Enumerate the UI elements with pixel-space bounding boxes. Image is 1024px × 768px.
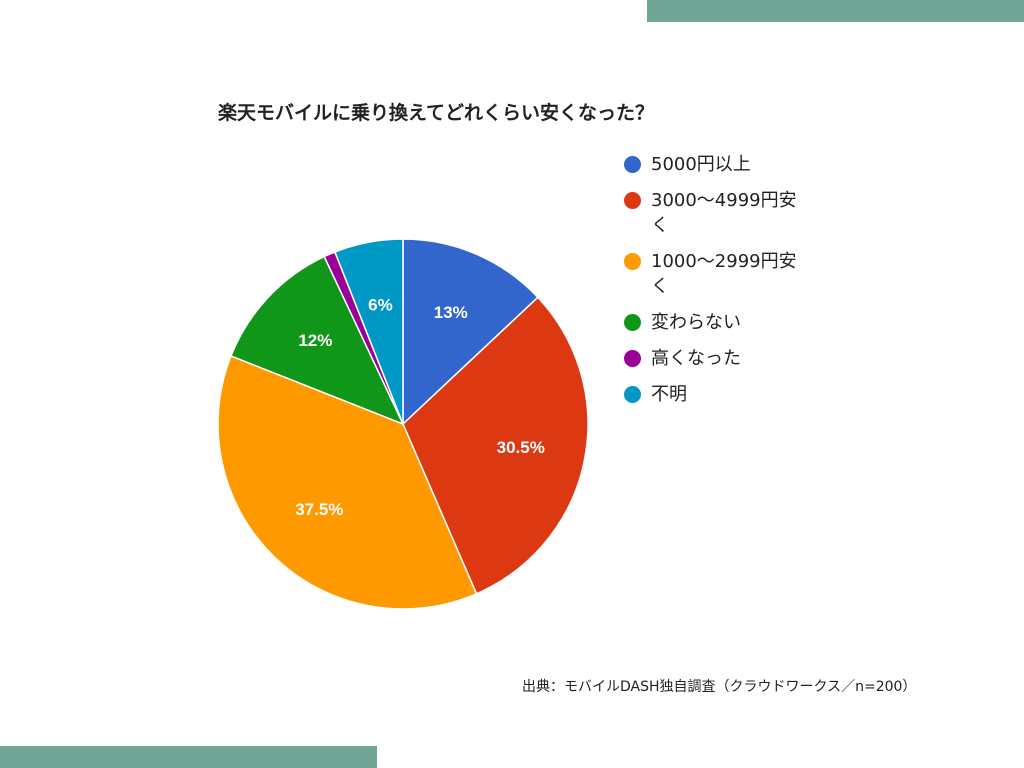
legend-item-5: 不明: [624, 382, 824, 407]
legend-item-3: 変わらない: [624, 310, 824, 335]
legend-swatch-icon: [624, 156, 641, 173]
pie-slice-5: [333, 238, 404, 425]
bottom-accent-bar: [0, 746, 377, 768]
source-note: 出典：モバイルDASH独自調査（クラウドワークス／n=200）: [522, 679, 917, 695]
chart-legend: 5000円以上 3000〜4999円安く 1000〜2999円安く変わらない高くなっ…: [624, 152, 824, 418]
slice-label-1: 30.5%: [497, 438, 545, 457]
pie-slice-0: [402, 238, 539, 426]
legend-swatch-icon: [624, 386, 641, 403]
pie-slice-1: [402, 296, 589, 595]
legend-label: 不明: [651, 384, 687, 405]
legend-label: 1000〜2999円安く: [651, 251, 797, 297]
slice-label-5: 6%: [368, 295, 393, 314]
legend-item-1: 3000〜4999円安く: [624, 188, 824, 238]
top-accent-bar: [647, 0, 1024, 22]
pie-slice-2: [217, 354, 478, 610]
legend-swatch-icon: [624, 253, 641, 270]
legend-swatch-icon: [624, 350, 641, 367]
legend-item-2: 1000〜2999円安く: [624, 249, 824, 299]
legend-label: 3000〜4999円安く: [651, 190, 797, 236]
slice-label-2: 37.5%: [295, 500, 343, 519]
chart-title: 楽天モバイルに乗り換えてどれくらい安くなった？: [218, 102, 655, 124]
slice-label-3: 12%: [298, 331, 332, 350]
legend-label: 高くなった: [651, 348, 741, 369]
legend-item-0: 5000円以上: [624, 152, 824, 177]
pie-slice-3: [230, 255, 405, 426]
legend-swatch-icon: [624, 192, 641, 209]
slice-label-0: 13%: [434, 303, 468, 322]
legend-label: 変わらない: [651, 312, 741, 333]
legend-swatch-icon: [624, 314, 641, 331]
legend-item-4: 高くなった: [624, 346, 824, 371]
legend-label: 5000円以上: [651, 154, 751, 175]
